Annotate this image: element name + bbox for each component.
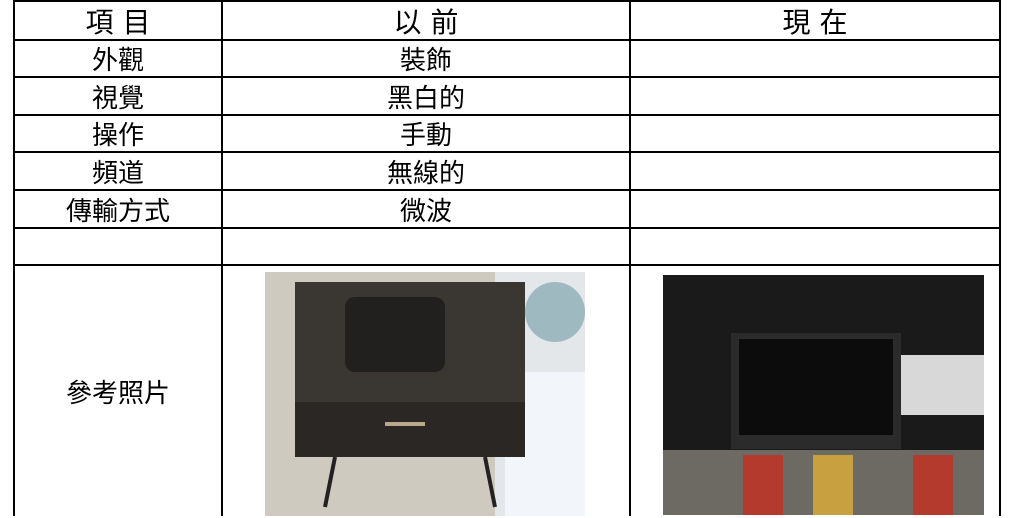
header-cell: 項 目 (85, 6, 151, 39)
row-label: 外觀 (91, 46, 144, 76)
row-label: 頻道 (91, 158, 144, 189)
row-label: 視覺 (91, 83, 144, 114)
cell: 裝飾 (399, 46, 452, 76)
cell: 無線的 (386, 158, 465, 189)
row-label: 傳輸方式 (65, 196, 170, 227)
new-tv-photo (663, 275, 984, 515)
row-label: 參考照片 (65, 379, 170, 409)
row-label: 操作 (91, 121, 144, 151)
cell: 手動 (399, 121, 452, 151)
cell: 黑白的 (386, 83, 465, 114)
old-tv-photo (265, 272, 585, 516)
header-cell: 現 在 (782, 6, 848, 39)
header-cell: 以 前 (393, 6, 459, 39)
cell: 微波 (399, 196, 452, 227)
